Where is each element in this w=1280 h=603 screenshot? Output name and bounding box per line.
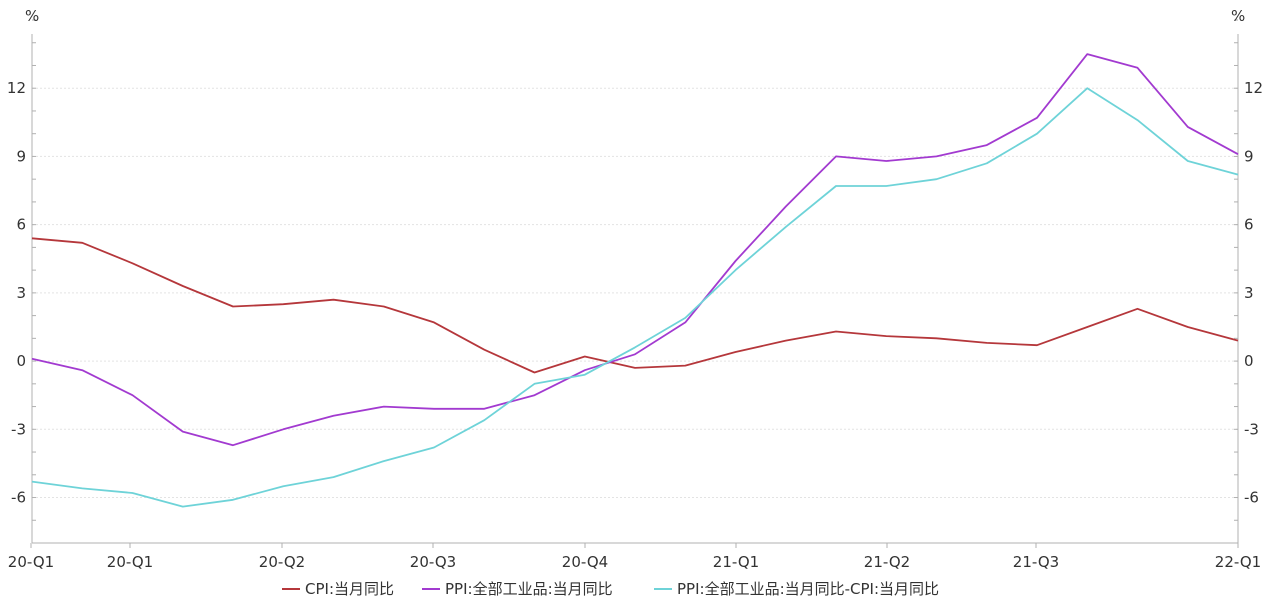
y-left-tick-label: 0 xyxy=(16,352,26,370)
x-tick-label: 20-Q1 xyxy=(8,553,54,571)
axes: -6 -6 -3 -3 0 0 3 3 6 6 9 9 12 12 20-Q1 20-Q1 20-Q2 20-Q3… xyxy=(7,19,1263,571)
x-tick-label: 20-Q4 xyxy=(562,553,608,571)
series-line-2 xyxy=(31,87,1239,508)
y-right-tick-label: 6 xyxy=(1244,216,1254,234)
x-tick-label: 21-Q1 xyxy=(713,553,759,571)
y-left-tick-label: 6 xyxy=(16,216,26,234)
x-tick-label: 22-Q1 xyxy=(1215,553,1261,571)
y-right-tick-label: -3 xyxy=(1244,420,1259,438)
series-line-1 xyxy=(31,53,1239,447)
x-tick-label: 20-Q1 xyxy=(107,553,153,571)
grid-lines xyxy=(32,87,1238,499)
y-left-unit-label: % xyxy=(25,7,39,25)
y-left-tick-label: 9 xyxy=(16,147,26,165)
legend: CPI:当月同比 PPI:全部工业品:当月同比 PPI:全部工业品:当月同比-CPI… xyxy=(282,580,939,598)
y-right-tick-label: 12 xyxy=(1244,79,1263,97)
legend-label: CPI:当月同比 xyxy=(305,580,394,598)
y-right-tick-label: 9 xyxy=(1244,147,1254,165)
x-tick-label: 20-Q3 xyxy=(410,553,456,571)
x-tick-label: 21-Q2 xyxy=(864,553,910,571)
legend-label: PPI:全部工业品:当月同比 xyxy=(445,580,613,598)
y-left-tick-label: 3 xyxy=(16,284,26,302)
series-line-0 xyxy=(31,237,1239,374)
y-left-tick-label: 12 xyxy=(7,79,26,97)
x-tick-label: 20-Q2 xyxy=(259,553,305,571)
y-right-tick-label: 3 xyxy=(1244,284,1254,302)
x-tick-label: 21-Q3 xyxy=(1013,553,1059,571)
y-right-tick-label: 0 xyxy=(1244,352,1254,370)
y-left-tick-label: -3 xyxy=(11,420,26,438)
y-left-tick-label: -6 xyxy=(11,489,26,507)
y-right-unit-label: % xyxy=(1231,7,1245,25)
y-right-tick-label: -6 xyxy=(1244,489,1259,507)
legend-label: PPI:全部工业品:当月同比-CPI:当月同比 xyxy=(677,580,939,598)
series-lines xyxy=(31,53,1239,508)
